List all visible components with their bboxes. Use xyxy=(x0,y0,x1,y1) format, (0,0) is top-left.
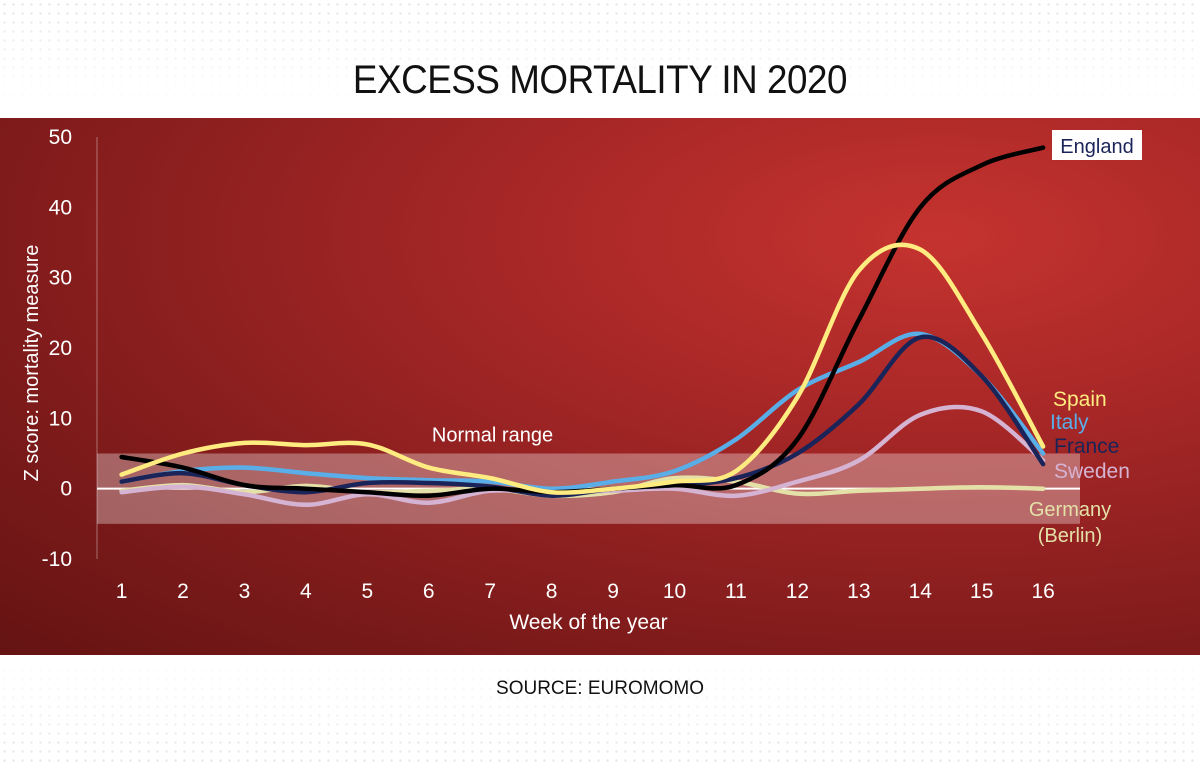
x-tick-label: 5 xyxy=(361,580,373,603)
x-tick-label: 13 xyxy=(847,580,870,603)
series-label-germany: (Berlin) xyxy=(1038,525,1102,547)
series-line-italy xyxy=(119,331,1046,491)
series-label-england: England xyxy=(1052,130,1142,160)
x-tick-label: 14 xyxy=(909,580,933,603)
x-tick-label: 3 xyxy=(239,580,251,603)
x-tick-label: 16 xyxy=(1031,580,1054,603)
y-tick-label: 20 xyxy=(49,337,72,360)
x-tick-label: 2 xyxy=(177,580,189,603)
x-tick-label: 12 xyxy=(786,580,809,603)
series-label-italy: Italy xyxy=(1050,411,1089,434)
series-label-germany: Germany xyxy=(1029,499,1111,521)
y-tick-label: 50 xyxy=(49,126,72,149)
x-tick-label: 9 xyxy=(607,580,619,603)
y-tick-label: 40 xyxy=(49,196,72,219)
x-tick-label: 11 xyxy=(725,580,747,603)
x-tick-label: 15 xyxy=(970,580,993,603)
series-label-spain: Spain xyxy=(1053,388,1107,411)
x-tick-label: 4 xyxy=(300,580,312,603)
x-tick-label: 1 xyxy=(116,580,128,603)
y-tick-label: 0 xyxy=(60,478,72,501)
chart-panel: Normal range -10 0 10 20 30 40 50 1 2 3 4 5 6 7 8 9 10 11 1… xyxy=(0,118,1200,655)
x-axis-label: Week of the year xyxy=(509,611,667,634)
england-label-box xyxy=(1052,130,1142,160)
y-tick-label: 30 xyxy=(49,267,72,290)
normal-range-label: Normal range xyxy=(432,425,553,447)
y-tick-label: 10 xyxy=(49,407,72,430)
series-line-spain xyxy=(119,242,1046,495)
series-label-sweden: Sweden xyxy=(1054,460,1130,483)
x-tick-label: 8 xyxy=(546,580,558,603)
chart-title: EXCESS MORTALITY IN 2020 xyxy=(352,58,848,102)
y-tick-label: -10 xyxy=(42,548,72,571)
england-label-text: England xyxy=(1060,136,1133,158)
x-tick-label: 7 xyxy=(484,580,496,603)
source-note: SOURCE: EUROMOMO xyxy=(496,678,704,699)
y-axis-label: Z score: mortality measure xyxy=(21,245,43,482)
x-tick-label: 10 xyxy=(663,580,686,603)
x-tick-label: 6 xyxy=(423,580,435,603)
series-label-france: France xyxy=(1054,435,1119,458)
